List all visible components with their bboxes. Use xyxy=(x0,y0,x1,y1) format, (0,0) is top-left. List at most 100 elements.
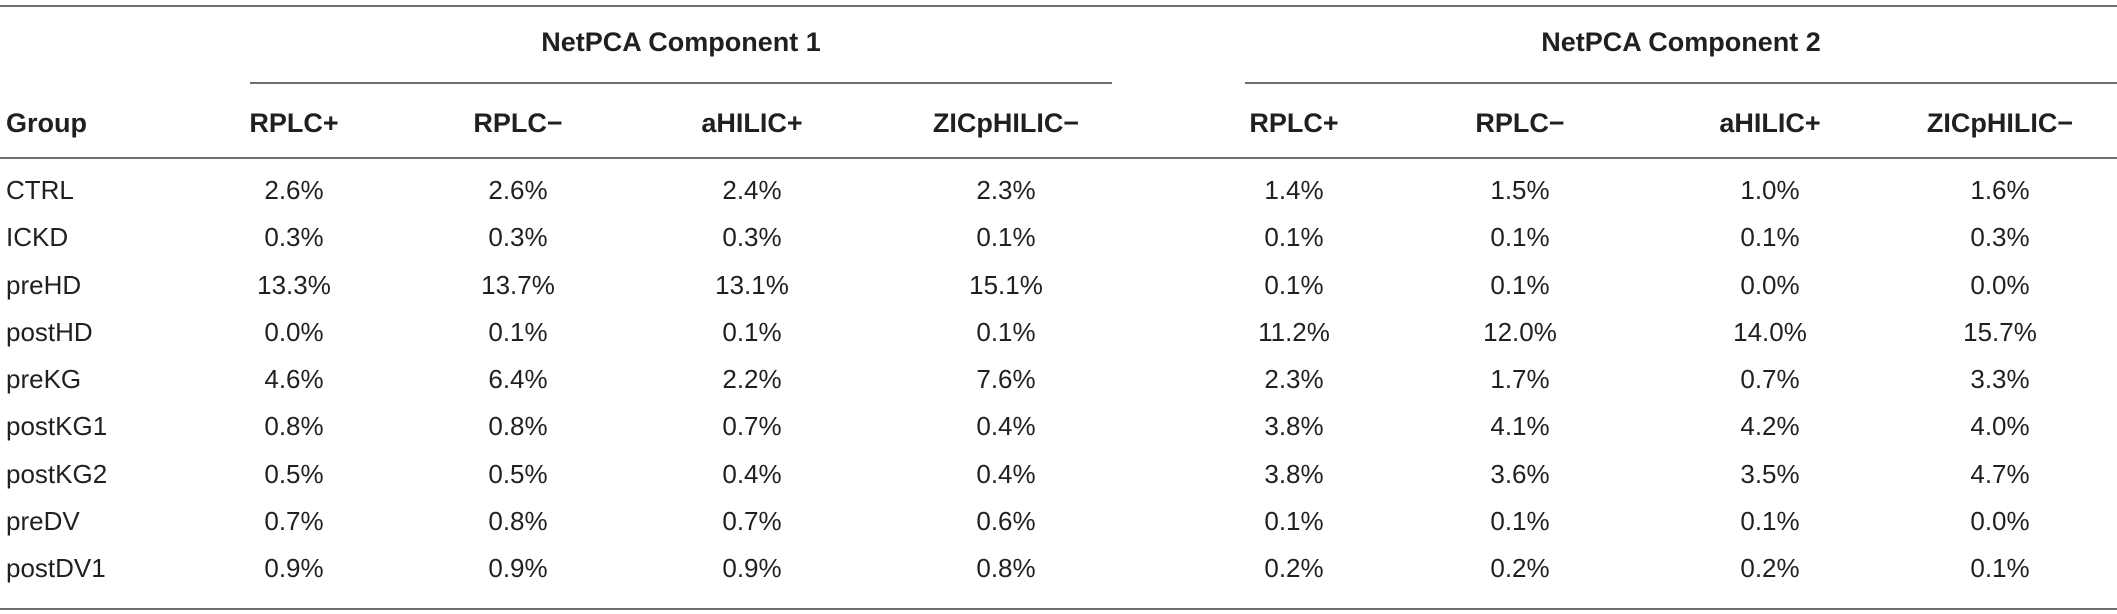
row-group-label: ICKD xyxy=(6,222,69,253)
table-cell: 13.3% xyxy=(257,269,331,300)
table-cell: 0.7% xyxy=(1740,364,1800,395)
row-group-label: postHD xyxy=(6,316,93,347)
table-cell: 0.0% xyxy=(1970,269,2030,300)
column-header: RPLC+ xyxy=(1249,108,1339,138)
table-row: CTRL 2.6% 2.6% 2.4% 2.3% 1.4% 1.5% 1.0% 1.6% xyxy=(0,170,2117,217)
table-cell: 6.4% xyxy=(488,364,548,395)
table-cell: 4.6% xyxy=(264,364,324,395)
row-group-label: preDV xyxy=(6,506,80,537)
table-cell: 0.8% xyxy=(488,506,548,537)
table-cell: 0.9% xyxy=(722,553,782,584)
table-cell: 13.7% xyxy=(481,269,555,300)
table-cell: 4.2% xyxy=(1740,411,1800,442)
table-cell: 11.2% xyxy=(1258,316,1330,347)
column-header: RPLC− xyxy=(1475,108,1565,138)
table-cell: 4.0% xyxy=(1970,411,2030,442)
table-cell: 4.7% xyxy=(1970,458,2030,489)
table-cell: 14.0% xyxy=(1733,316,1807,347)
table-top-rule xyxy=(0,5,2117,7)
row-group-label: CTRL xyxy=(6,175,74,205)
table-cell: 0.2% xyxy=(1740,553,1800,584)
table-cell: 12.0% xyxy=(1483,316,1557,347)
table-cell: 0.1% xyxy=(488,316,548,347)
header-bottom-rule xyxy=(0,157,2117,159)
table-cell: 1.4% xyxy=(1264,175,1324,205)
group-header-component-1: NetPCA Component 1 xyxy=(541,27,821,57)
table-cell: 3.8% xyxy=(1264,411,1324,442)
table-cell: 1.0% xyxy=(1740,175,1800,205)
table-cell: 0.4% xyxy=(722,458,782,489)
row-group-label: postKG1 xyxy=(6,411,108,442)
table-cell: 0.1% xyxy=(1740,222,1800,253)
table-cell: 4.1% xyxy=(1490,411,1550,442)
table-cell: 0.5% xyxy=(264,458,324,489)
table-cell: 0.1% xyxy=(1264,269,1324,300)
table-cell: 0.8% xyxy=(976,553,1036,584)
table-bottom-rule xyxy=(0,608,2117,610)
table-cell: 0.3% xyxy=(722,222,782,253)
table-row: preDV 0.7% 0.8% 0.7% 0.6% 0.1% 0.1% 0.1% 0.0% xyxy=(0,501,2117,548)
column-header: RPLC− xyxy=(473,108,563,138)
table-cell: 0.8% xyxy=(264,411,324,442)
table-cell: 3.3% xyxy=(1970,364,2030,395)
table-cell: 0.1% xyxy=(976,222,1036,253)
table-cell: 3.5% xyxy=(1740,458,1800,489)
table-cell: 15.7% xyxy=(1963,316,2037,347)
table-row: postHD 0.0% 0.1% 0.1% 0.1% 11.2% 12.0% 14.0% 15.… xyxy=(0,312,2117,359)
table-cell: 2.4% xyxy=(722,175,782,205)
table-cell: 0.4% xyxy=(976,411,1036,442)
table-cell: 0.0% xyxy=(1970,506,2030,537)
table-cell: 0.7% xyxy=(722,411,782,442)
table-cell: 0.1% xyxy=(1490,506,1550,537)
table-cell: 0.9% xyxy=(264,553,324,584)
column-header: ZICpHILIC− xyxy=(1926,108,2074,138)
table-cell: 0.2% xyxy=(1490,553,1550,584)
table-row: postDV1 0.9% 0.9% 0.9% 0.8% 0.2% 0.2% 0.2% 0.1% xyxy=(0,548,2117,595)
table-row: ICKD 0.3% 0.3% 0.3% 0.1% 0.1% 0.1% 0.1% 0.3% xyxy=(0,217,2117,264)
row-group-label: preHD xyxy=(6,269,82,300)
row-group-label: preKG xyxy=(6,364,82,395)
table-cell: 0.3% xyxy=(264,222,324,253)
row-group-label: postKG2 xyxy=(6,458,108,489)
table-cell: 0.7% xyxy=(264,506,324,537)
table-cell: 0.9% xyxy=(488,553,548,584)
column-header: ZICpHILIC− xyxy=(932,108,1080,138)
table-cell: 0.7% xyxy=(722,506,782,537)
group-rule-component-2 xyxy=(1245,82,2117,84)
table-cell: 2.3% xyxy=(976,175,1036,205)
table-cell: 0.5% xyxy=(488,458,548,489)
table-cell: 0.1% xyxy=(1264,506,1324,537)
table-cell: 3.8% xyxy=(1264,458,1324,489)
table-cell: 3.6% xyxy=(1490,458,1550,489)
table-row: preKG 4.6% 6.4% 2.2% 7.6% 2.3% 1.7% 0.7% 3.3% xyxy=(0,359,2117,406)
table-cell: 2.6% xyxy=(264,175,324,205)
column-header: aHILIC+ xyxy=(701,108,803,138)
table-cell: 2.6% xyxy=(488,175,548,205)
table-cell: 0.2% xyxy=(1264,553,1324,584)
table-cell: 15.1% xyxy=(969,269,1043,300)
table-cell: 2.2% xyxy=(722,364,782,395)
table-row: preHD 13.3% 13.7% 13.1% 15.1% 0.1% 0.1% 0.0% 0.0… xyxy=(0,265,2117,312)
table-cell: 0.3% xyxy=(488,222,548,253)
table-cell: 1.5% xyxy=(1490,175,1550,205)
table-cell: 1.6% xyxy=(1970,175,2030,205)
table-row: postKG2 0.5% 0.5% 0.4% 0.4% 3.8% 3.6% 3.5% 4.7% xyxy=(0,454,2117,501)
column-header-group: Group xyxy=(6,108,87,138)
group-rule-component-1 xyxy=(250,82,1112,84)
table-cell: 0.0% xyxy=(264,316,324,347)
table-cell: 7.6% xyxy=(976,364,1036,395)
table-cell: 1.7% xyxy=(1490,364,1550,395)
table-cell: 0.1% xyxy=(1490,269,1550,300)
table-cell: 2.3% xyxy=(1264,364,1324,395)
group-header-component-2: NetPCA Component 2 xyxy=(1541,27,1821,57)
table-row: postKG1 0.8% 0.8% 0.7% 0.4% 3.8% 4.1% 4.2% 4.0% xyxy=(0,406,2117,453)
table-cell: 0.6% xyxy=(976,506,1036,537)
table-cell: 0.8% xyxy=(488,411,548,442)
table-cell: 13.1% xyxy=(715,269,789,300)
table-cell: 0.0% xyxy=(1740,269,1800,300)
table-cell: 0.1% xyxy=(1264,222,1324,253)
table-body: CTRL 2.6% 2.6% 2.4% 2.3% 1.4% 1.5% 1.0% 1.6% ICKD… xyxy=(0,170,2117,596)
column-header: RPLC+ xyxy=(249,108,339,138)
table-cell: 0.1% xyxy=(1970,553,2030,584)
